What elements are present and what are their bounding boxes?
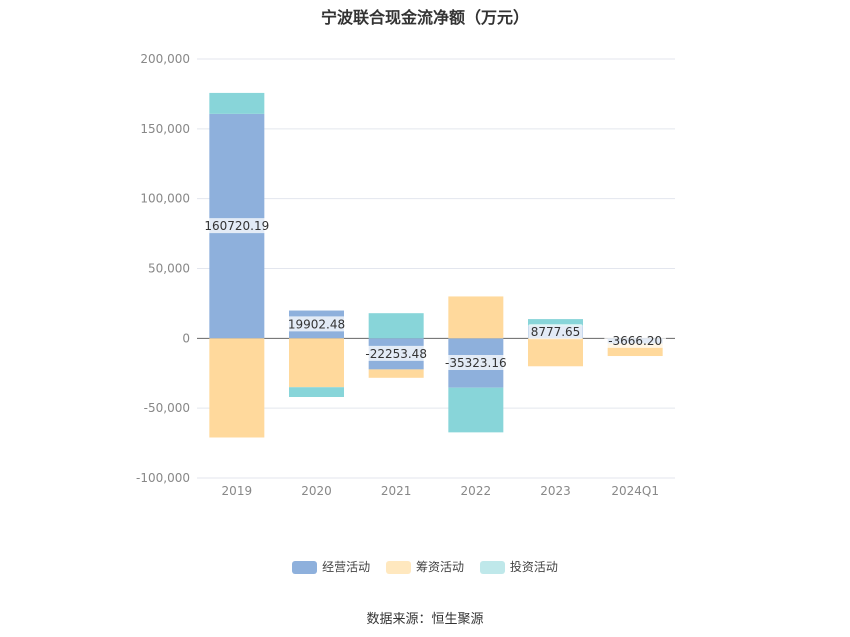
data-label-bg (528, 324, 583, 340)
bar-investing (368, 313, 424, 339)
legend-swatch-investing (479, 561, 505, 574)
legend-swatch-financing (385, 561, 411, 574)
legend-label-operating: 经营活动 (322, 560, 371, 574)
x-tick-label: 2019 (222, 484, 253, 498)
bar-financing (209, 338, 265, 438)
data-label: 8777.65 (531, 325, 581, 339)
bar-financing (289, 338, 344, 388)
data-label-bg (441, 355, 511, 371)
bar-financing (368, 369, 424, 378)
bar-investing (448, 387, 504, 433)
x-tick-label: 2020 (301, 484, 332, 498)
y-tick-label: 0 (182, 331, 190, 345)
legend-item-investing[interactable]: 投资活动 (479, 558, 558, 575)
data-label: -3666.20 (608, 334, 662, 348)
legend: 经营活动 筹资活动 投资活动 (0, 558, 850, 575)
bar-investing (289, 387, 344, 397)
legend-label-financing: 筹资活动 (415, 560, 464, 574)
legend-label-investing: 投资活动 (509, 560, 558, 574)
bar-investing (209, 92, 265, 114)
data-label: -22253.48 (365, 347, 427, 361)
x-tick-label: 2022 (461, 484, 492, 498)
legend-item-operating[interactable]: 经营活动 (292, 558, 370, 575)
bar-financing (528, 338, 583, 367)
legend-swatch-operating (292, 561, 318, 574)
x-tick-label: 2021 (381, 484, 412, 498)
x-tick-label: 2023 (540, 484, 571, 498)
y-tick-label: -50,000 (144, 401, 190, 415)
y-tick-label: 100,000 (140, 192, 190, 206)
data-label-bg (202, 218, 272, 234)
source-note: 数据来源：恒生聚源 (366, 612, 484, 627)
data-label-bg (604, 332, 666, 348)
bar-financing (448, 296, 504, 339)
chart-title: 宁波联合现金流净额（万元） (320, 8, 529, 27)
bar-investing (528, 319, 583, 327)
y-tick-label: 200,000 (140, 52, 190, 66)
data-label: 19902.48 (288, 317, 345, 331)
data-label-bg (285, 316, 348, 332)
data-label-bg (361, 345, 431, 361)
chart-plot: 200,000 150,000 100,000 50,000 0 -50,000 -100,… (136, 52, 675, 498)
data-label: -35323.16 (445, 356, 507, 370)
data-label: 160720.19 (204, 219, 269, 233)
y-tick-label: 150,000 (140, 122, 190, 136)
legend-item-financing[interactable]: 筹资活动 (385, 558, 464, 575)
y-tick-label: 50,000 (148, 262, 190, 276)
y-tick-label: -100,000 (136, 471, 190, 485)
x-tick-label: 2024Q1 (611, 484, 659, 498)
